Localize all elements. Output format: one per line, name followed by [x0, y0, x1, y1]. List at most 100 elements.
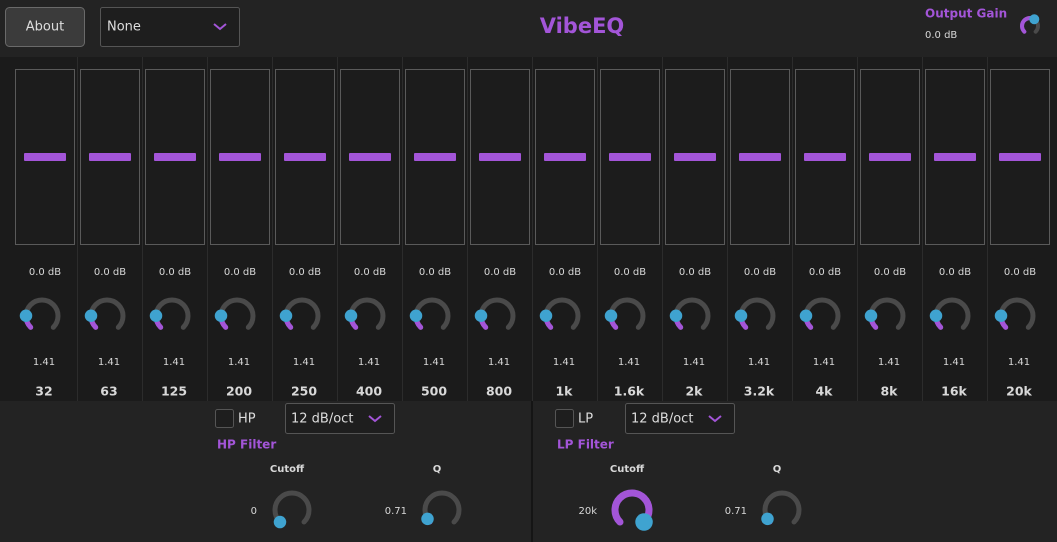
knob-pointer: [279, 309, 293, 322]
knob[interactable]: [799, 297, 841, 330]
knob[interactable]: [761, 490, 802, 526]
gain-slider[interactable]: [990, 69, 1050, 245]
freq-label: 8k: [880, 384, 898, 399]
cutoff-value: 20k: [578, 506, 597, 517]
slider-handle: [89, 153, 131, 161]
gain-slider[interactable]: [730, 69, 790, 245]
band: 0.0 dB 1.41 63: [77, 57, 140, 401]
cutoff-label: Cutoff: [610, 464, 645, 475]
knob-pointer: [864, 309, 878, 322]
gain-slider[interactable]: [340, 69, 400, 245]
q-value: 0.71: [385, 506, 407, 517]
output-gain-value: 0.0 dB: [925, 30, 957, 41]
q-value: 1.41: [423, 357, 445, 368]
q-value: 1.41: [553, 357, 575, 368]
gain-slider[interactable]: [535, 69, 595, 245]
knob[interactable]: [604, 297, 646, 330]
knob[interactable]: [1020, 14, 1040, 34]
knob[interactable]: [279, 297, 321, 330]
gain-slider[interactable]: [795, 69, 855, 245]
band: 0.0 dB 1.41 800: [467, 57, 530, 401]
gain-value: 0.0 dB: [744, 267, 776, 278]
knob[interactable]: [409, 297, 451, 330]
knob[interactable]: [864, 297, 906, 330]
slider-handle: [544, 153, 586, 161]
checkbox: [215, 409, 234, 428]
preset-value: None: [107, 20, 141, 35]
knob[interactable]: [611, 489, 653, 531]
freq-label: 1k: [555, 384, 573, 399]
band: 0.0 dB 1.41 32: [15, 69, 75, 399]
band: 0.0 dB 1.41 4k: [792, 57, 855, 401]
band: 0.0 dB 1.41 16k: [922, 57, 985, 401]
knob[interactable]: [539, 297, 581, 330]
gain-value: 0.0 dB: [549, 267, 581, 278]
slope-dropdown[interactable]: 12 dB/oct: [285, 403, 395, 434]
chevron: [213, 23, 227, 31]
knob-pointer: [214, 309, 228, 322]
band: 0.0 dB 1.41 8k: [857, 57, 920, 401]
knob[interactable]: [421, 490, 462, 526]
gain-slider[interactable]: [925, 69, 985, 245]
knob[interactable]: [272, 490, 312, 529]
knob[interactable]: [734, 297, 776, 330]
gain-value: 0.0 dB: [679, 267, 711, 278]
freq-label: 500: [421, 384, 447, 399]
gain-slider[interactable]: [80, 69, 140, 245]
gain-slider[interactable]: [860, 69, 920, 245]
about-label: About: [26, 20, 64, 35]
dropdown-box: [285, 403, 395, 434]
knob[interactable]: [84, 297, 126, 330]
band: 0.0 dB 1.41 3.2k: [727, 57, 790, 401]
gain-slider[interactable]: [600, 69, 660, 245]
slope-dropdown[interactable]: 12 dB/oct: [625, 403, 735, 434]
knob[interactable]: [669, 297, 711, 330]
knob-fill: [611, 489, 653, 526]
q-value: 0.71: [725, 506, 747, 517]
gain-value: 0.0 dB: [224, 267, 256, 278]
q-value: 1.41: [488, 357, 510, 368]
cutoff-value: 0: [251, 506, 257, 517]
gain-value: 0.0 dB: [614, 267, 646, 278]
gain-slider[interactable]: [145, 69, 205, 245]
knob-pointer: [539, 309, 553, 322]
knob-pointer: [474, 309, 488, 322]
knob[interactable]: [994, 297, 1036, 330]
freq-label: 3.2k: [744, 384, 775, 399]
knob-pointer: [1029, 14, 1040, 25]
knob-pointer: [761, 512, 774, 526]
filter-title: HP Filter: [217, 438, 276, 452]
gain-slider[interactable]: [470, 69, 530, 245]
dropdown-box: [625, 403, 735, 434]
freq-label: 4k: [815, 384, 833, 399]
band: 0.0 dB 1.41 2k: [662, 57, 725, 401]
knob[interactable]: [929, 297, 971, 330]
gain-slider[interactable]: [15, 69, 75, 245]
preset-dropdown[interactable]: None: [100, 7, 240, 47]
freq-label: 250: [291, 384, 317, 399]
slope-value: 12 dB/oct: [291, 412, 353, 427]
knob[interactable]: [474, 297, 516, 330]
q-value: 1.41: [163, 357, 185, 368]
gain-slider[interactable]: [275, 69, 335, 245]
gain-slider[interactable]: [210, 69, 270, 245]
slider-handle: [869, 153, 911, 161]
knob-pointer: [669, 309, 683, 322]
knob-pointer: [799, 309, 813, 322]
gain-value: 0.0 dB: [29, 267, 61, 278]
slider-handle: [154, 153, 196, 161]
gain-slider[interactable]: [405, 69, 465, 245]
checkbox: [555, 409, 574, 428]
knob[interactable]: [19, 297, 61, 330]
toggle[interactable]: LP: [555, 409, 594, 428]
knob[interactable]: [344, 297, 386, 330]
knob-pointer: [734, 309, 748, 322]
gain-slider[interactable]: [665, 69, 725, 245]
knob[interactable]: [149, 297, 191, 330]
toggle[interactable]: HP: [215, 409, 256, 428]
freq-label: 200: [226, 384, 252, 399]
about-button[interactable]: About: [5, 7, 85, 47]
knob[interactable]: [214, 297, 256, 330]
q-value: 1.41: [293, 357, 315, 368]
